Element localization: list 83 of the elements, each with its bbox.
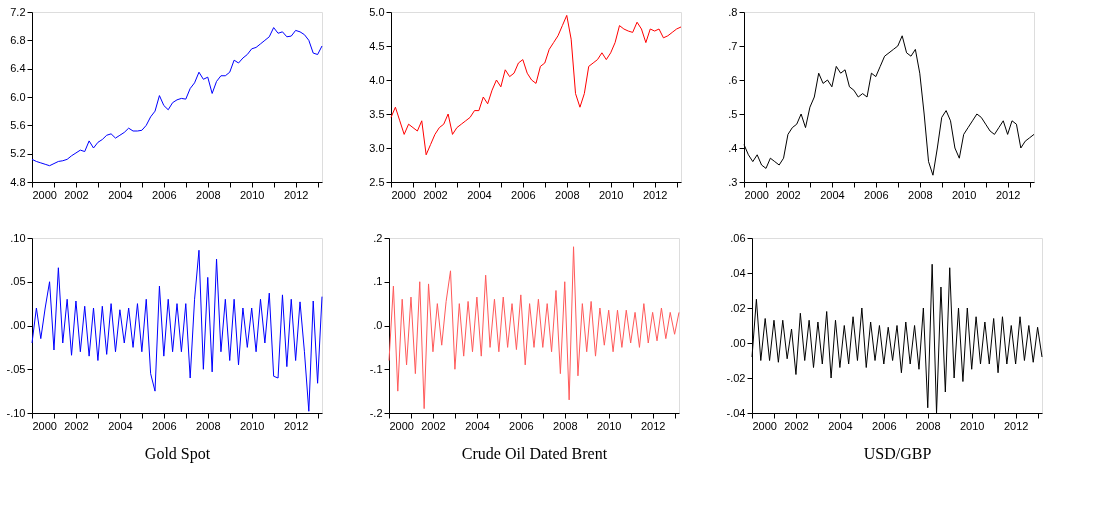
x-tick-label: 2004 xyxy=(467,188,492,201)
x-tick-label: 2000 xyxy=(744,188,769,201)
x-tick-label: 2002 xyxy=(784,419,809,432)
x-tick-label: 2008 xyxy=(555,188,580,201)
y-tick-label: .2 xyxy=(373,231,383,244)
y-tick-label: .02 xyxy=(730,301,746,314)
x-axis-title: Crude Oil Dated Brent xyxy=(461,444,608,462)
y-tick-label: 5.2 xyxy=(10,147,26,160)
y-tick-label: -.05 xyxy=(6,362,26,375)
x-tick-label: 2002 xyxy=(423,188,448,201)
x-axis-title: Gold Spot xyxy=(144,444,211,463)
x-tick-label: 2004 xyxy=(108,419,133,432)
x-tick-label: 2010 xyxy=(959,419,985,432)
x-tick-label: 2010 xyxy=(598,188,624,201)
y-tick-label: 3.0 xyxy=(369,141,385,154)
x-tick-label: 2006 xyxy=(511,188,536,201)
x-tick-label: 2012 xyxy=(642,188,668,201)
x-tick-label: 2000 xyxy=(32,188,57,201)
x-tick-label: 2000 xyxy=(752,419,777,432)
line-series xyxy=(388,246,680,410)
x-tick-label: 2002 xyxy=(776,188,801,201)
y-tick-label: .6 xyxy=(728,73,738,86)
x-axis-title: USD/GBP xyxy=(863,444,932,462)
y-tick-label: 4.0 xyxy=(369,73,385,86)
y-tick-label: -.04 xyxy=(726,406,746,419)
y-tick-label: -.02 xyxy=(726,371,746,384)
x-tick-label: 2004 xyxy=(108,188,133,201)
y-tick-label: -.1 xyxy=(369,362,383,375)
x-tick-label: 2004 xyxy=(465,419,490,432)
x-tick-label: 2010 xyxy=(239,188,265,201)
y-tick-label: .05 xyxy=(10,275,26,288)
line-series xyxy=(31,27,323,167)
x-tick-label: 2008 xyxy=(553,419,578,432)
y-tick-label: 2.5 xyxy=(369,175,385,188)
y-tick-label: .00 xyxy=(10,319,26,331)
x-tick-label: 2006 xyxy=(872,419,897,432)
y-tick-label: .06 xyxy=(730,231,746,244)
x-tick-label: 2010 xyxy=(239,419,265,432)
x-tick-label: 2006 xyxy=(152,188,177,201)
y-tick-label: 5.0 xyxy=(369,5,385,18)
x-tick-label: 2012 xyxy=(283,188,309,201)
y-tick-label: -.2 xyxy=(369,406,383,419)
y-tick-label: 5.6 xyxy=(10,118,26,131)
x-tick-label: 2010 xyxy=(596,419,622,432)
x-tick-label: 2012 xyxy=(1003,419,1029,432)
x-tick-label: 2004 xyxy=(820,188,845,201)
y-tick-label: 6.8 xyxy=(10,33,26,46)
y-tick-label: 6.4 xyxy=(10,62,26,75)
x-tick-label: 2000 xyxy=(389,419,414,432)
y-tick-label: .7 xyxy=(728,39,738,52)
y-tick-label: .8 xyxy=(728,5,738,18)
x-tick-label: 2004 xyxy=(828,419,853,432)
x-tick-label: 2000 xyxy=(391,188,416,201)
x-tick-label: 2008 xyxy=(908,188,933,201)
y-tick-label: .3 xyxy=(728,175,738,188)
x-tick-label: 2012 xyxy=(995,188,1021,201)
y-tick-label: -.10 xyxy=(6,406,26,419)
y-tick-label: .1 xyxy=(373,275,383,288)
x-tick-label: 2012 xyxy=(283,419,309,432)
x-tick-label: 2008 xyxy=(196,419,221,432)
x-tick-label: 2006 xyxy=(152,419,177,432)
y-tick-label: .00 xyxy=(730,336,746,349)
y-tick-label: 3.5 xyxy=(369,107,385,120)
x-tick-label: 2008 xyxy=(196,188,221,201)
y-tick-label: .04 xyxy=(730,266,746,279)
x-tick-label: 2008 xyxy=(916,419,941,432)
y-tick-label: 6.0 xyxy=(10,90,26,103)
x-tick-label: 2000 xyxy=(32,419,57,432)
y-tick-label: .4 xyxy=(728,141,738,154)
x-tick-label: 2006 xyxy=(509,419,534,432)
y-tick-label: 7.2 xyxy=(10,5,26,18)
y-tick-label: 4.8 xyxy=(10,175,26,188)
line-series xyxy=(390,14,682,156)
x-tick-label: 2002 xyxy=(421,419,446,432)
x-tick-label: 2010 xyxy=(951,188,977,201)
x-tick-label: 2002 xyxy=(64,419,89,432)
x-tick-label: 2002 xyxy=(64,188,89,201)
y-tick-label: .0 xyxy=(373,319,383,331)
x-tick-label: 2012 xyxy=(640,419,666,432)
y-tick-label: .5 xyxy=(728,107,738,120)
y-tick-label: .10 xyxy=(10,231,26,244)
x-tick-label: 2006 xyxy=(864,188,889,201)
y-tick-label: 4.5 xyxy=(369,39,385,52)
